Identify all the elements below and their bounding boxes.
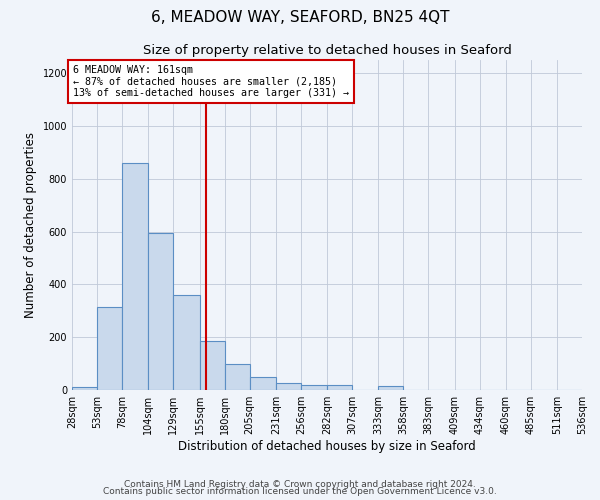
Bar: [148, 233, 173, 390]
Bar: [173, 295, 199, 390]
Text: Contains public sector information licensed under the Open Government Licence v3: Contains public sector information licen…: [103, 487, 497, 496]
Bar: [224, 364, 250, 390]
Bar: [97, 307, 122, 390]
Bar: [301, 384, 327, 390]
Bar: [276, 384, 301, 390]
Bar: [122, 163, 148, 390]
Title: Size of property relative to detached houses in Seaford: Size of property relative to detached ho…: [143, 44, 511, 58]
Bar: [199, 341, 224, 390]
Text: 6 MEADOW WAY: 161sqm
← 87% of detached houses are smaller (2,185)
13% of semi-de: 6 MEADOW WAY: 161sqm ← 87% of detached h…: [73, 66, 349, 98]
Bar: [250, 378, 276, 390]
Text: 6, MEADOW WAY, SEAFORD, BN25 4QT: 6, MEADOW WAY, SEAFORD, BN25 4QT: [151, 10, 449, 25]
Bar: [72, 388, 97, 390]
Bar: [378, 386, 403, 390]
Bar: [327, 384, 352, 390]
Text: Contains HM Land Registry data © Crown copyright and database right 2024.: Contains HM Land Registry data © Crown c…: [124, 480, 476, 489]
Y-axis label: Number of detached properties: Number of detached properties: [24, 132, 37, 318]
X-axis label: Distribution of detached houses by size in Seaford: Distribution of detached houses by size …: [178, 440, 476, 453]
